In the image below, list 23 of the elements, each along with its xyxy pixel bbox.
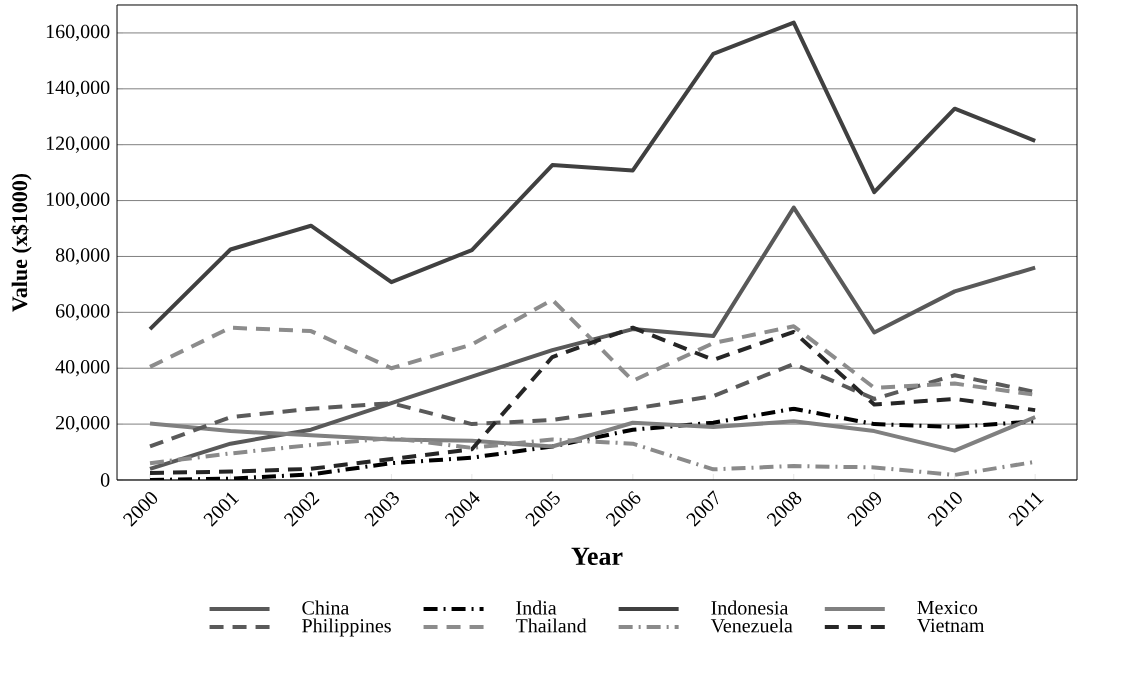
line-series <box>148 205 1038 471</box>
y-tick-label: 100,000 <box>46 192 110 209</box>
x-axis-title: Year <box>571 547 623 566</box>
y-tick-label: 20,000 <box>56 415 110 433</box>
y-tick-label: 80,000 <box>55 248 110 265</box>
legend-label: Indonesia <box>711 600 789 615</box>
legend-label: China <box>302 600 350 615</box>
line-series <box>148 20 1038 332</box>
y-tick-label: 60,000 <box>56 304 110 321</box>
y-tick-label: 160,000 <box>46 24 110 42</box>
y-tick-label: 120,000 <box>46 136 110 153</box>
legend-label: Philippines <box>302 618 391 637</box>
legend-label: Venezuela <box>710 618 793 633</box>
y-axis-title: Value (x$1000) <box>11 173 32 312</box>
y-tick-label: 140,000 <box>46 80 110 97</box>
legend-label: Thailand <box>515 618 587 633</box>
x-tick-label: 2011 <box>1008 492 1044 527</box>
y-tick-label: 40,000 <box>55 360 110 377</box>
legend-label: Mexico <box>917 600 978 615</box>
y-tick-label: 0 <box>100 473 110 487</box>
legend-label: Vietnam <box>917 618 985 633</box>
line-series <box>148 325 1038 475</box>
legend-label: India <box>516 600 557 615</box>
